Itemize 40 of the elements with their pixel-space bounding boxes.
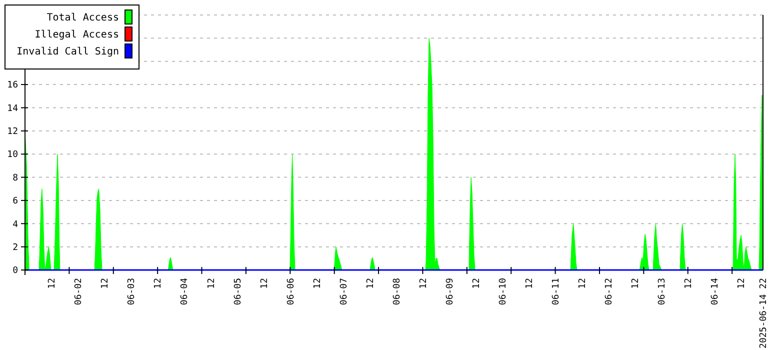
y-tick-label: 10: [7, 150, 18, 160]
x-tick-label: 2025-06-14 22: [759, 278, 770, 348]
x-tick-label: 12: [418, 278, 429, 289]
x-tick-label: 06-07: [339, 278, 350, 306]
legend-label: Total Access: [46, 12, 119, 24]
x-tick-label: 06-08: [392, 278, 402, 306]
y-tick-label: 2: [12, 242, 18, 253]
x-tick-label: 12: [737, 278, 748, 289]
x-tick-label: 06-14: [710, 278, 721, 306]
x-tick-label: 12: [366, 278, 376, 289]
y-tick-label: 6: [12, 196, 18, 207]
legend-label: Invalid Call Sign: [16, 46, 119, 58]
y-tick-label: 14: [7, 104, 18, 114]
x-tick-label: 12: [524, 278, 535, 289]
x-tick-label: 06-04: [180, 278, 190, 306]
x-tick-label: 06-10: [498, 278, 508, 306]
x-tick-label: 06-12: [604, 278, 614, 306]
x-tick-label: 06-13: [658, 278, 668, 306]
x-tick-label: 12: [100, 278, 111, 289]
x-tick-label: 06-11: [551, 278, 562, 306]
y-tick-label: 4: [12, 220, 18, 230]
x-tick-label: 12: [48, 278, 58, 289]
y-tick-label: 8: [12, 173, 18, 184]
y-tick-label: 0: [12, 266, 18, 276]
y-tick-label: 12: [7, 127, 18, 138]
x-tick-label: 06-03: [127, 278, 138, 306]
x-tick-label: 12: [578, 278, 588, 289]
x-tick-label: 12: [472, 278, 482, 289]
x-tick-label: 12: [260, 278, 270, 289]
x-tick-label: 06-02: [74, 278, 84, 306]
x-tick-label: 12: [312, 278, 323, 289]
legend-label: Illegal Access: [34, 30, 119, 40]
x-tick-label: 12: [630, 278, 641, 289]
x-tick-label: 06-09: [445, 278, 456, 306]
x-tick-label: 06-05: [233, 278, 244, 306]
x-tick-label: 12: [684, 278, 694, 289]
x-tick-label: 12: [206, 278, 217, 289]
x-tick-label: 06-06: [286, 278, 296, 306]
y-tick-label: 16: [7, 80, 18, 91]
x-tick-label: 12: [154, 278, 164, 289]
